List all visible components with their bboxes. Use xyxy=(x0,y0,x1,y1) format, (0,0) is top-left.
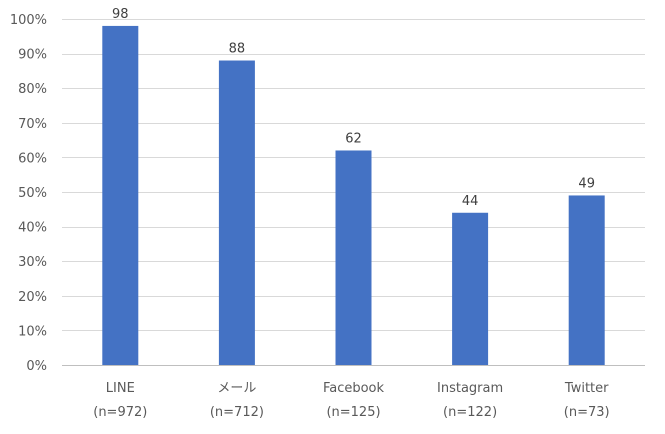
y-tick-label: 60% xyxy=(18,151,47,166)
bar xyxy=(218,60,255,366)
category-label: Instagram xyxy=(437,381,503,396)
category-label: Facebook xyxy=(323,381,385,396)
category-sample-size: (n=122) xyxy=(443,405,497,420)
bar xyxy=(568,195,605,365)
y-tick-label: 20% xyxy=(18,290,47,305)
y-tick-label: 50% xyxy=(18,186,47,201)
y-axis-tick-labels: 0% 10% 20% 30% 40% 50% 60% 70% 80% 90% 100% xyxy=(10,13,47,374)
category-sample-size: (n=712) xyxy=(210,405,264,420)
bar xyxy=(335,150,372,365)
y-tick-label: 10% xyxy=(18,324,47,339)
category-sample-size: (n=73) xyxy=(564,405,610,420)
category-sample-size: (n=125) xyxy=(326,405,380,420)
data-label: 88 xyxy=(229,42,246,57)
y-tick-label: 80% xyxy=(18,82,47,97)
data-label: 98 xyxy=(112,7,129,22)
y-tick-label: 90% xyxy=(18,48,47,63)
category-sample-size: (n=972) xyxy=(93,405,147,420)
data-label: 49 xyxy=(578,176,595,191)
y-tick-label: 100% xyxy=(10,13,47,28)
data-labels: 98 88 62 44 49 xyxy=(112,7,595,209)
y-tick-label: 30% xyxy=(18,255,47,270)
y-tick-label: 40% xyxy=(18,221,47,236)
bar xyxy=(102,25,139,365)
bar xyxy=(452,212,489,365)
y-tick-label: 0% xyxy=(26,359,47,374)
data-label: 62 xyxy=(345,131,362,146)
x-axis-category-labels: LINE (n=972) メール (n=712) Facebook (n=125) Inst… xyxy=(93,381,609,420)
data-label: 44 xyxy=(462,194,479,209)
y-tick-label: 70% xyxy=(18,117,47,132)
bars xyxy=(102,25,605,366)
category-label: メール xyxy=(217,381,256,396)
category-label: Twitter xyxy=(564,381,609,396)
category-label: LINE xyxy=(106,381,135,396)
